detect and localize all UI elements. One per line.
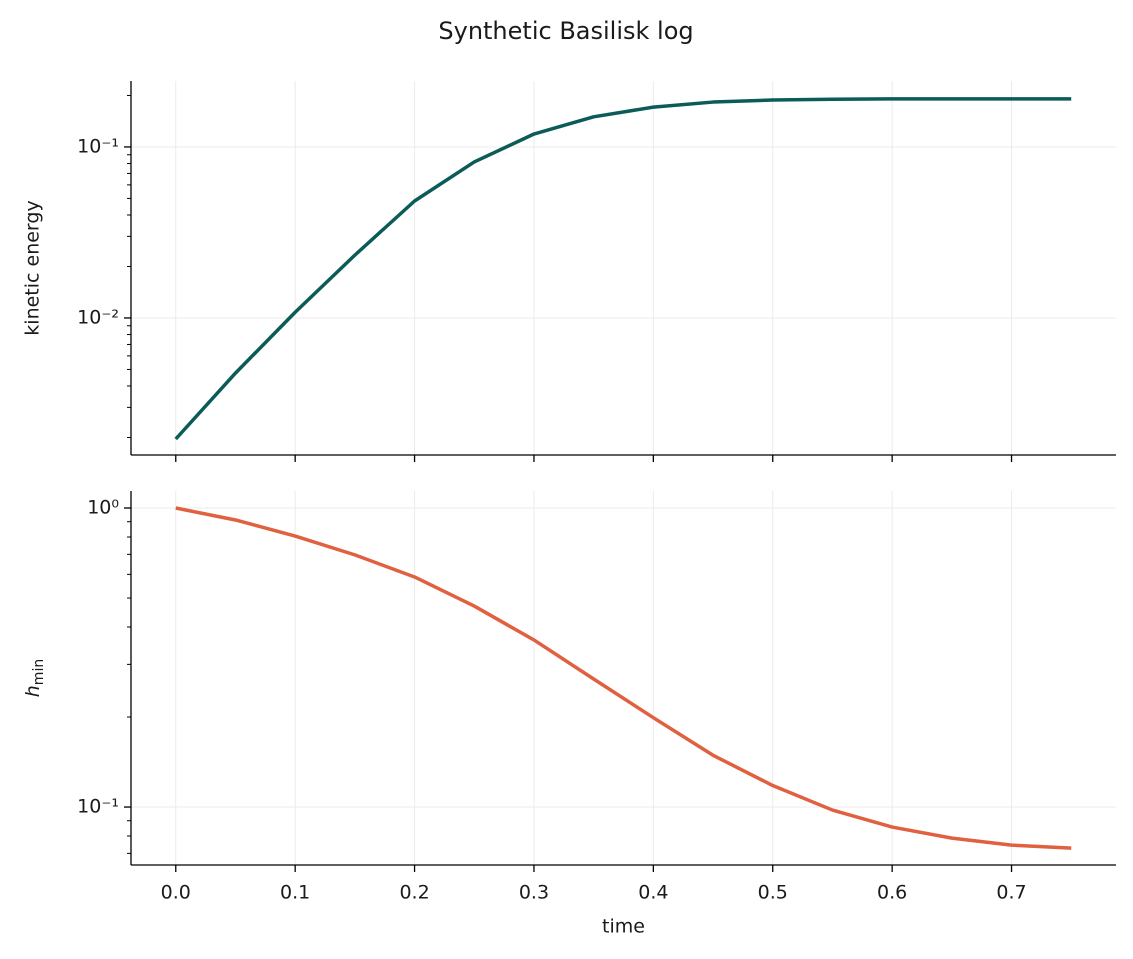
- y-axis-label-main: h: [22, 685, 44, 697]
- x-tick-label: 0.6: [877, 882, 907, 904]
- x-tick-label: 0.2: [399, 882, 429, 904]
- y-axis-label: kinetic energy: [22, 200, 44, 335]
- x-tick-label: 0.7: [996, 882, 1026, 904]
- x-axis-label: time: [602, 916, 645, 938]
- x-tick-label: 0.1: [280, 882, 310, 904]
- y-axis-label: hmin: [22, 659, 48, 697]
- x-tick-label: 0.3: [519, 882, 549, 904]
- y-axis-label-sub: min: [31, 659, 47, 685]
- data-line: [175, 506, 1072, 850]
- x-tick-label: 0.0: [161, 882, 191, 904]
- figure-title: Synthetic Basilisk log: [438, 17, 693, 45]
- y-tick-label: 10⁻¹: [77, 135, 119, 157]
- y-tick-label: 10⁻¹: [77, 796, 119, 818]
- y-tick-label: 10⁰: [87, 497, 119, 519]
- x-tick-label: 0.4: [638, 882, 668, 904]
- x-tick-label: 0.5: [758, 882, 788, 904]
- data-line: [174, 97, 1072, 441]
- y-tick-label: 10⁻²: [77, 306, 119, 328]
